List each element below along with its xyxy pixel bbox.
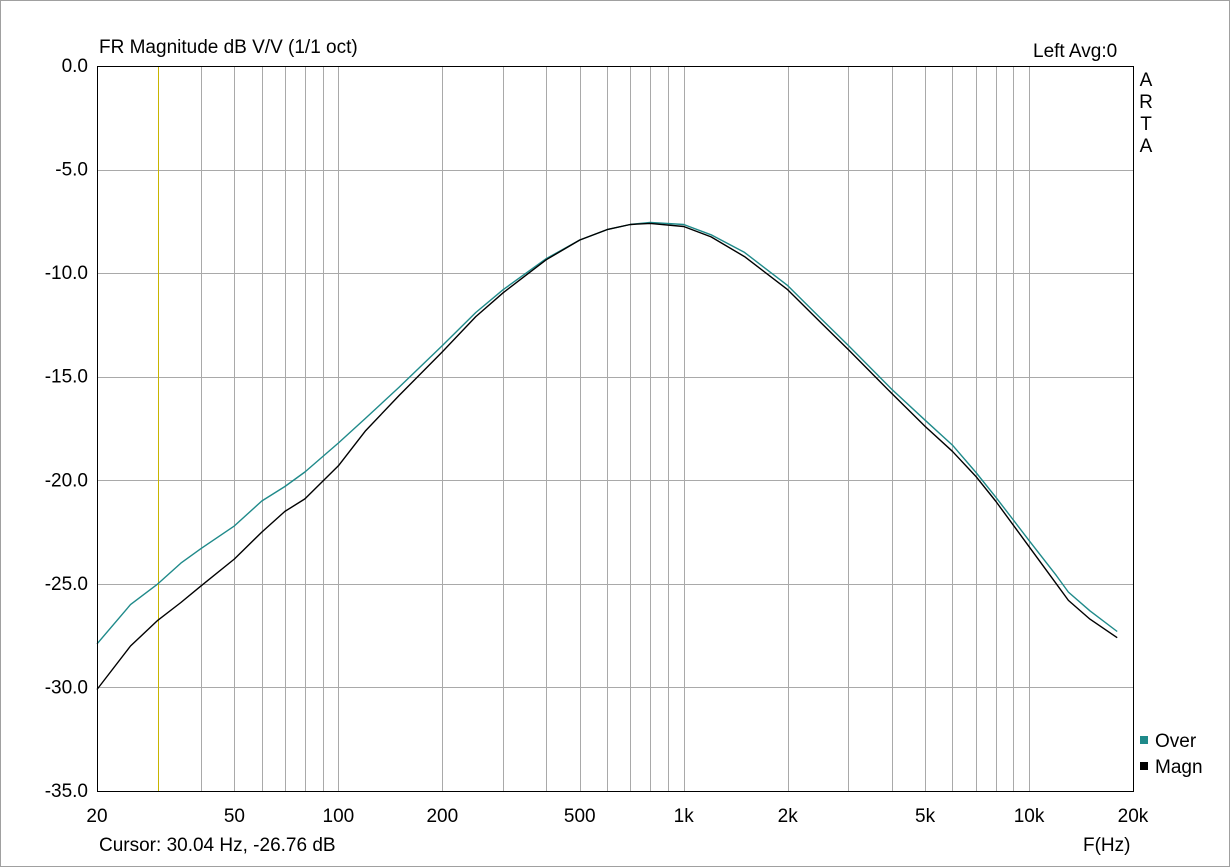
y-tick-label: -25.0 bbox=[45, 574, 88, 595]
y-tick-label: -20.0 bbox=[45, 470, 88, 491]
legend-item-magn: Magn bbox=[1140, 758, 1203, 777]
x-tick-label: 200 bbox=[426, 806, 458, 827]
brand-letter: R bbox=[1139, 92, 1153, 113]
brand-letter: A bbox=[1139, 136, 1153, 157]
plot-area-border bbox=[97, 66, 1134, 792]
x-tick-label: 20k bbox=[1118, 806, 1149, 827]
y-tick-label: -35.0 bbox=[45, 781, 88, 802]
legend-item-over: Over bbox=[1140, 732, 1196, 751]
x-axis-unit-label: F(Hz) bbox=[1083, 835, 1131, 856]
series-layer bbox=[96, 221, 1118, 690]
x-tick-label: 20 bbox=[86, 806, 107, 827]
x-tick-label: 1k bbox=[674, 806, 695, 827]
x-tick-label: 100 bbox=[323, 806, 355, 827]
y-tick-label: -15.0 bbox=[45, 367, 88, 388]
brand-letter: A bbox=[1139, 70, 1153, 91]
brand-vertical-label: A R T A bbox=[1138, 70, 1154, 158]
legend-swatch-magn bbox=[1140, 762, 1148, 770]
x-tick-label: 5k bbox=[915, 806, 936, 827]
y-tick-labels: 0.0 -5.0 -10.0 -15.0 -20.0 -25.0 -30.0 -35.0 bbox=[45, 56, 88, 802]
legend-swatch-over bbox=[1140, 736, 1148, 744]
cursor-readout: Cursor: 30.04 Hz, -26.76 dB bbox=[99, 835, 336, 856]
y-tick-label: 0.0 bbox=[62, 56, 88, 77]
chart-title: FR Magnitude dB V/V (1/1 oct) bbox=[99, 37, 358, 58]
grid-layer bbox=[97, 66, 1133, 791]
legend-label-over: Over bbox=[1155, 731, 1197, 752]
channel-average-info: Left Avg:0 bbox=[1033, 41, 1118, 62]
x-tick-label: 10k bbox=[1014, 806, 1045, 827]
x-tick-label: 500 bbox=[564, 806, 596, 827]
legend-label-magn: Magn bbox=[1155, 757, 1203, 778]
y-tick-label: -10.0 bbox=[45, 263, 88, 284]
y-tick-label: -5.0 bbox=[55, 160, 88, 181]
x-tick-label: 50 bbox=[224, 806, 245, 827]
x-tick-labels: 20 50 100 200 500 1k 2k 5k 10k 20k bbox=[86, 806, 1148, 827]
series-line-magn bbox=[96, 222, 1118, 690]
x-tick-label: 2k bbox=[778, 806, 799, 827]
y-tick-label: -30.0 bbox=[45, 677, 88, 698]
brand-letter: T bbox=[1140, 114, 1152, 135]
